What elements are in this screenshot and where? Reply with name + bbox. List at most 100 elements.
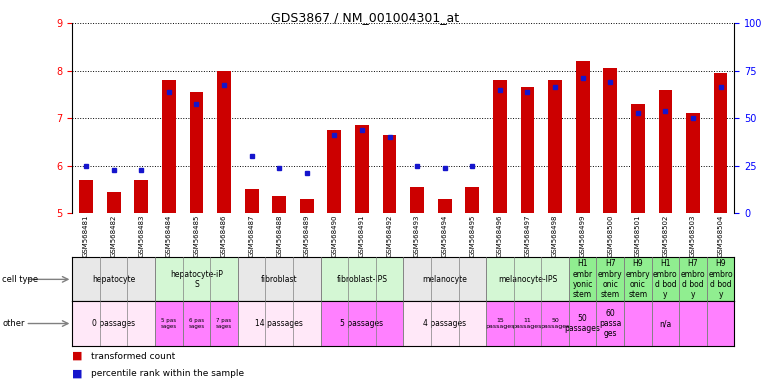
- Text: GSM568485: GSM568485: [193, 214, 199, 257]
- Bar: [155, 301, 183, 346]
- Text: ■: ■: [72, 368, 83, 378]
- Bar: [597, 257, 624, 301]
- Bar: [135, 180, 148, 213]
- Text: H1
embro
d bod
y: H1 embro d bod y: [653, 259, 678, 300]
- Text: 0 passages: 0 passages: [92, 319, 135, 328]
- Bar: [707, 301, 734, 346]
- Text: hepatocyte: hepatocyte: [92, 275, 135, 284]
- Bar: [72, 257, 155, 301]
- Bar: [183, 301, 210, 346]
- Text: GSM568487: GSM568487: [249, 214, 255, 257]
- Bar: [155, 301, 237, 346]
- Text: fibroblast-IPS: fibroblast-IPS: [336, 275, 387, 284]
- Text: 4 passages: 4 passages: [423, 319, 466, 328]
- Text: ■: ■: [72, 351, 83, 361]
- Bar: [568, 301, 597, 346]
- Text: fibroblast: fibroblast: [261, 275, 298, 284]
- Text: GSM568483: GSM568483: [139, 214, 145, 257]
- Bar: [383, 135, 396, 213]
- Bar: [272, 197, 286, 213]
- Bar: [597, 301, 624, 346]
- Bar: [300, 199, 314, 213]
- Bar: [576, 61, 590, 213]
- Text: 50
passages: 50 passages: [565, 314, 600, 333]
- Bar: [658, 89, 672, 213]
- Text: GSM568503: GSM568503: [690, 214, 696, 257]
- Bar: [568, 257, 597, 301]
- Bar: [403, 257, 486, 301]
- Text: GSM568502: GSM568502: [662, 214, 668, 257]
- Bar: [493, 80, 507, 213]
- Text: percentile rank within the sample: percentile rank within the sample: [91, 369, 244, 378]
- Text: GDS3867 / NM_001004301_at: GDS3867 / NM_001004301_at: [271, 12, 460, 25]
- Text: transformed count: transformed count: [91, 352, 176, 361]
- Text: 7 pas
sages: 7 pas sages: [216, 318, 232, 329]
- Text: GSM568493: GSM568493: [414, 214, 420, 257]
- Bar: [707, 257, 734, 301]
- Text: GSM568499: GSM568499: [580, 214, 586, 257]
- Text: 5 pas
sages: 5 pas sages: [161, 318, 177, 329]
- Bar: [237, 301, 320, 346]
- Text: melanocyte: melanocyte: [422, 275, 467, 284]
- Bar: [548, 80, 562, 213]
- Text: GSM568500: GSM568500: [607, 214, 613, 257]
- Bar: [438, 199, 451, 213]
- Text: GSM568504: GSM568504: [718, 214, 724, 257]
- Bar: [217, 71, 231, 213]
- Text: H7
embro
d bod
y: H7 embro d bod y: [680, 259, 705, 300]
- Text: H1
embr
yonic
stem: H1 embr yonic stem: [572, 259, 593, 300]
- Bar: [651, 301, 679, 346]
- Text: GSM568484: GSM568484: [166, 214, 172, 257]
- Bar: [79, 180, 93, 213]
- Bar: [679, 257, 707, 301]
- Bar: [237, 257, 320, 301]
- Bar: [714, 73, 728, 213]
- Bar: [624, 301, 651, 346]
- Bar: [631, 104, 645, 213]
- Text: 50
passages: 50 passages: [540, 318, 570, 329]
- Text: H7
embry
onic
stem: H7 embry onic stem: [598, 259, 622, 300]
- Text: H9
embro
d bod
y: H9 embro d bod y: [708, 259, 733, 300]
- Text: n/a: n/a: [659, 319, 671, 328]
- Text: GSM568497: GSM568497: [524, 214, 530, 257]
- Text: GSM568494: GSM568494: [441, 214, 447, 257]
- Bar: [624, 257, 651, 301]
- Text: 14 passages: 14 passages: [255, 319, 303, 328]
- Bar: [486, 301, 568, 346]
- Bar: [403, 301, 486, 346]
- Text: GSM568498: GSM568498: [552, 214, 558, 257]
- Bar: [651, 257, 679, 301]
- Text: melanocyte-IPS: melanocyte-IPS: [498, 275, 557, 284]
- Text: hepatocyte-iP
S: hepatocyte-iP S: [170, 270, 223, 289]
- Bar: [189, 92, 203, 213]
- Bar: [679, 301, 707, 346]
- Text: 6 pas
sages: 6 pas sages: [189, 318, 205, 329]
- Text: GSM568491: GSM568491: [359, 214, 365, 257]
- Bar: [320, 257, 403, 301]
- Text: other: other: [2, 319, 25, 328]
- Bar: [245, 189, 259, 213]
- Text: 15
passages: 15 passages: [486, 318, 514, 329]
- Bar: [466, 187, 479, 213]
- Text: 11
passages: 11 passages: [513, 318, 542, 329]
- Text: GSM568501: GSM568501: [635, 214, 641, 257]
- Bar: [162, 80, 176, 213]
- Text: GSM568488: GSM568488: [276, 214, 282, 257]
- Bar: [486, 257, 568, 301]
- Text: GSM568490: GSM568490: [331, 214, 337, 257]
- Bar: [72, 301, 155, 346]
- Text: GSM568496: GSM568496: [497, 214, 503, 257]
- Text: cell type: cell type: [2, 275, 38, 284]
- Bar: [603, 68, 617, 213]
- Bar: [107, 192, 120, 213]
- Text: GSM568492: GSM568492: [387, 214, 393, 257]
- Text: GSM568486: GSM568486: [221, 214, 227, 257]
- Text: GSM568489: GSM568489: [304, 214, 310, 257]
- Text: H9
embry
onic
stem: H9 embry onic stem: [626, 259, 650, 300]
- Bar: [327, 130, 341, 213]
- Bar: [155, 257, 237, 301]
- Bar: [410, 187, 424, 213]
- Text: GSM568482: GSM568482: [110, 214, 116, 257]
- Text: GSM568481: GSM568481: [83, 214, 89, 257]
- Bar: [210, 301, 237, 346]
